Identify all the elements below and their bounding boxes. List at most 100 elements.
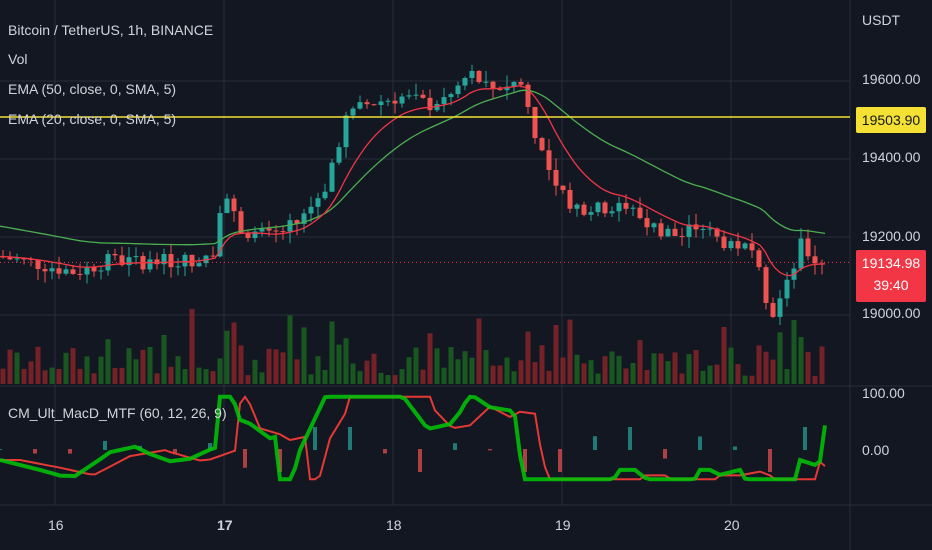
candle-body [329,162,335,192]
volume-bar [595,373,601,384]
macd-tick: 0.00 [862,442,890,458]
candle-body [784,279,790,299]
candle-body [63,269,69,274]
volume-bar [217,358,223,384]
macd-histogram-bar [243,449,247,468]
candle-body [686,224,692,237]
candle-body [721,236,727,249]
candle-body [168,254,174,268]
candle-body [77,273,83,275]
price-tick: 19000.00 [862,305,921,321]
volume-bar [210,371,216,384]
volume-indicator-label[interactable]: Vol [8,51,28,67]
volume-bar [21,368,27,384]
candle-body [427,97,433,111]
volume-bar [721,326,727,384]
time-tick: 16 [48,517,64,533]
macd-histogram-bar [733,446,737,450]
candle-body [728,241,734,249]
volume-bar [280,352,286,384]
candle-body [609,211,615,214]
candle-body [231,198,237,212]
macd-histogram-bar [523,449,527,472]
volume-bar [287,315,293,384]
volume-bar [819,346,825,384]
candle-body [553,169,559,186]
candle-body [371,104,377,106]
candle-body [91,266,97,272]
volume-bar [812,375,818,384]
symbol-title[interactable]: Bitcoin / TetherUS, 1h, BINANCE [8,22,214,38]
candle-body [455,85,461,95]
candle-body [462,78,468,86]
candle-body [245,233,251,239]
volume-bar [686,354,692,384]
candle-body [777,298,783,317]
price-tick: 19200.00 [862,228,921,244]
candle-body [308,206,314,214]
ema20-indicator-label[interactable]: EMA (20, close, 0, SMA, 5) [8,111,177,127]
volume-bar [588,360,594,384]
candle-body [798,238,804,269]
macd-histogram-bar [453,443,457,450]
volume-bar [742,375,748,384]
candle-body [770,302,776,317]
candle-body [812,256,818,264]
candle-body [658,223,664,237]
candle-body [364,102,370,105]
volume-bar [329,321,335,384]
candle-body [343,115,349,148]
volume-bar [672,352,678,384]
candle-body [315,198,321,207]
volume-bar [448,347,454,384]
candle-body [238,211,244,234]
volume-bar [98,356,104,384]
candle-body [301,213,307,224]
volume-bar [294,359,300,384]
macd-histogram-bar [68,449,72,454]
volume-bar [434,348,440,384]
volume-bar [616,355,622,384]
candle-body [35,259,41,269]
macd-histogram-bar [103,440,107,450]
volume-bar [406,357,412,384]
candle-body [525,84,531,107]
macd-indicator-label[interactable]: CM_Ult_MacD_MTF (60, 12, 26, 9) [8,405,227,421]
candle-body [399,96,405,104]
volume-bar [343,338,349,384]
volume-bar [231,322,237,384]
volume-bar [623,368,629,384]
volume-bar [679,373,685,384]
volume-bar [574,354,580,384]
volume-bar [77,368,83,384]
volume-bar [147,346,153,384]
macd-histogram-bar [768,449,772,472]
candle-body [336,147,342,163]
candle-body [126,257,132,266]
volume-bar [189,308,195,384]
candle-body [266,228,272,231]
candle-body [679,235,685,237]
candle-body [756,250,762,268]
candle-body [385,100,391,102]
volume-bar [525,331,531,384]
volume-bar [770,359,776,384]
candle-body [518,81,524,85]
volume-bar [14,352,20,384]
time-tick: 18 [386,517,402,533]
volume-bar [28,361,34,384]
ema50-indicator-label[interactable]: EMA (50, close, 0, SMA, 5) [8,81,177,97]
macd-tick: 100.00 [862,385,905,401]
ema20-line [0,85,826,277]
candle-body [532,106,538,139]
candle-body [546,150,552,170]
candle-body [693,224,699,230]
volume-bar [35,346,41,384]
horizontal-line-price-label[interactable]: 19503.90 [856,107,926,133]
candle-body [490,81,496,89]
volume-bar [700,370,706,384]
candle-body [350,108,356,116]
candle-body [602,202,608,214]
volume-bar [70,348,76,384]
